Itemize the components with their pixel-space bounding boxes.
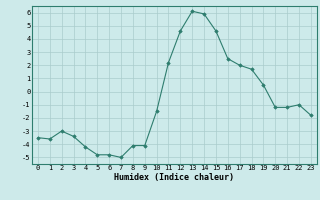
X-axis label: Humidex (Indice chaleur): Humidex (Indice chaleur) — [115, 173, 234, 182]
